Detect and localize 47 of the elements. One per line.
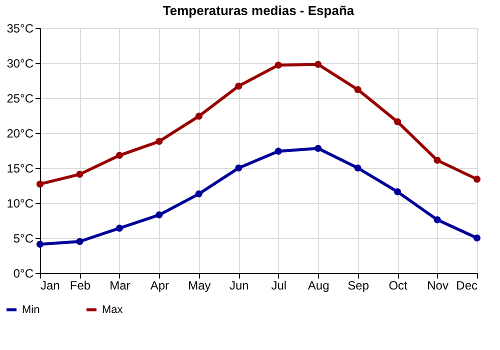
x-tick-label: Dec [456, 278, 478, 292]
point [195, 112, 202, 120]
x-tick-label: Feb [70, 278, 91, 292]
point [274, 148, 282, 155]
y-tick-label: 10°C [6, 196, 34, 210]
y-tick-label: 30°C [6, 56, 34, 70]
point [394, 118, 402, 126]
point [235, 82, 242, 90]
point [274, 62, 282, 69]
x-tick-label: Mar [110, 278, 130, 292]
x-tick-label: May [188, 278, 211, 292]
point [156, 211, 163, 218]
point [434, 156, 441, 164]
point [76, 170, 84, 178]
y-tick-label: 25°C [6, 92, 34, 106]
point [116, 152, 123, 159]
x-tick-label: Apr [150, 278, 170, 292]
y-tick-label: 15°C [6, 162, 34, 176]
y-tick-label: 5°C [13, 232, 34, 246]
point [76, 238, 84, 246]
point [473, 176, 481, 183]
point [235, 164, 242, 172]
y-tick-label: 20°C [6, 126, 34, 140]
point [156, 138, 163, 145]
legend-label: Max [102, 304, 124, 316]
point [473, 234, 481, 242]
point [434, 216, 441, 224]
x-tick-label: Jul [271, 278, 287, 292]
point [354, 164, 362, 172]
legend-label: Min [22, 304, 40, 316]
point [394, 188, 402, 196]
x-tick-label: Oct [388, 278, 408, 292]
y-tick-label: 35°C [6, 22, 34, 36]
chart-title: Temperaturas medias - España [162, 3, 355, 18]
x-tick-label: Jun [229, 278, 249, 292]
point [314, 60, 322, 68]
point [195, 190, 202, 198]
x-tick-label: Jan [40, 278, 60, 292]
point [116, 224, 123, 232]
point [314, 144, 322, 152]
x-tick-label: Sep [348, 278, 370, 292]
point [354, 86, 362, 94]
x-tick-label: Nov [427, 278, 448, 292]
point [36, 240, 44, 248]
y-tick-label: 0°C [13, 266, 34, 280]
point [36, 180, 44, 188]
x-tick-label: Aug [308, 278, 330, 292]
